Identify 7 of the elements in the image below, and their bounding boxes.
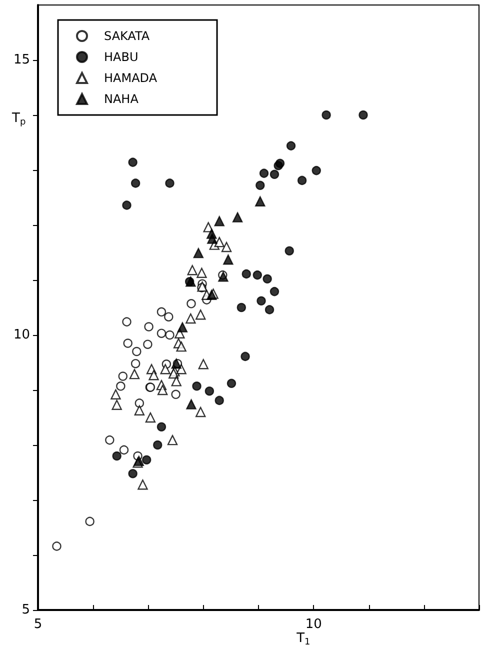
y-tick-label: 15 xyxy=(13,52,30,68)
legend-label: SAKATA xyxy=(104,29,150,43)
y-tick-label: 5 xyxy=(22,602,30,618)
legend-label: HABU xyxy=(104,50,138,64)
y-tick-label: 10 xyxy=(13,328,30,342)
legend-label: HAMADA xyxy=(104,71,158,85)
legend-label: NAHA xyxy=(104,92,140,106)
